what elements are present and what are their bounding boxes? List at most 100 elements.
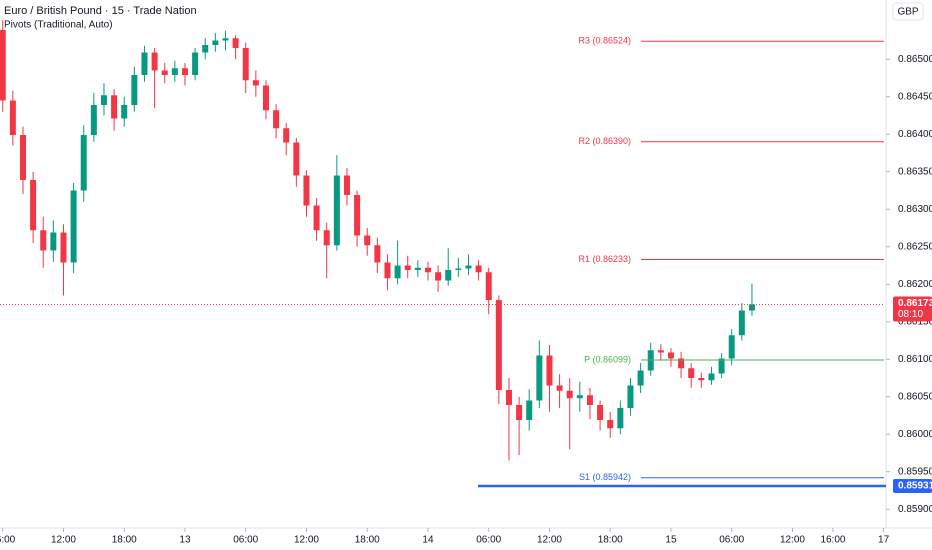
- candle-body: [192, 52, 199, 75]
- candle-body: [374, 245, 381, 263]
- candle-body: [556, 385, 563, 391]
- candle-body: [262, 85, 269, 111]
- x-tick-label: 06:00: [719, 535, 744, 546]
- candle-body: [202, 45, 209, 53]
- candle-body: [718, 358, 725, 374]
- y-tick-label: 0.86100: [898, 354, 932, 365]
- candle-body: [141, 52, 148, 75]
- indicator-label: Pivots (Traditional, Auto): [4, 20, 113, 31]
- candle-body: [536, 355, 543, 401]
- candle-body: [222, 38, 229, 41]
- pivot-label: R3 (0.86524): [578, 36, 631, 46]
- y-tick-label: 0.86350: [898, 166, 932, 177]
- y-tick-label: 0.85950: [898, 466, 932, 477]
- candle-body: [212, 40, 219, 45]
- x-tick-label: 06:00: [0, 535, 16, 546]
- candle-body: [313, 205, 320, 231]
- candle-body: [597, 405, 604, 420]
- pivot-label: R1 (0.86233): [578, 254, 631, 264]
- x-tick-label: 06:00: [233, 535, 258, 546]
- candle-body: [738, 310, 745, 336]
- x-tick-label: 06:00: [476, 535, 501, 546]
- candle-body: [708, 373, 715, 381]
- currency-label: GBP: [897, 7, 918, 18]
- x-tick-label: 12:00: [780, 535, 805, 546]
- pivot-label: P (0.86099): [584, 354, 631, 364]
- candle-body: [455, 268, 462, 270]
- candle-body: [333, 175, 340, 246]
- x-tick-label: 18:00: [112, 535, 137, 546]
- candle-body: [9, 100, 16, 135]
- candle-body: [70, 190, 77, 263]
- x-tick-label: 18:00: [598, 535, 623, 546]
- candle-body: [171, 68, 178, 75]
- y-tick-label: 0.86050: [898, 391, 932, 402]
- candle-body: [475, 265, 482, 273]
- x-tick-label: 17: [878, 535, 890, 546]
- candle-body: [627, 385, 634, 408]
- candle-body: [637, 370, 644, 386]
- candle-body: [698, 378, 705, 381]
- candle-body: [516, 405, 523, 420]
- candle-body: [505, 390, 512, 405]
- candle-body: [283, 128, 290, 143]
- y-tick-label: 0.86250: [898, 241, 932, 252]
- candle-body: [19, 135, 26, 180]
- y-tick-label: 0.86400: [898, 129, 932, 140]
- candle-body: [60, 232, 67, 263]
- candle-body: [546, 355, 553, 386]
- candle-body: [131, 75, 138, 105]
- candle-body: [90, 105, 97, 135]
- last-price-label: 0.86173: [898, 298, 932, 309]
- candle-body: [343, 175, 350, 195]
- candle-body: [728, 335, 735, 359]
- candle-body: [607, 420, 614, 429]
- candle-body: [404, 265, 411, 270]
- y-tick-label: 0.85900: [898, 504, 932, 515]
- y-tick-label: 0.86500: [898, 54, 932, 65]
- candle-body: [80, 135, 87, 191]
- candle-body: [414, 267, 421, 270]
- candle-body: [50, 232, 57, 251]
- y-tick-label: 0.86450: [898, 91, 932, 102]
- candle-body: [394, 265, 401, 279]
- candle-body: [445, 270, 452, 281]
- candle-body: [485, 272, 492, 300]
- candle-body: [161, 70, 168, 75]
- candle-body: [121, 105, 128, 119]
- candle-body: [748, 304, 755, 311]
- candle-body: [242, 48, 249, 81]
- candle-body: [273, 110, 280, 129]
- candle-body: [495, 300, 502, 390]
- candle-body: [252, 80, 259, 86]
- candle-body: [678, 358, 685, 369]
- candle-body: [435, 272, 442, 281]
- candle-body: [151, 52, 158, 71]
- y-tick-label: 0.86000: [898, 429, 932, 440]
- pivot-label: R2 (0.86390): [578, 136, 631, 146]
- x-tick-label: 12:00: [51, 535, 76, 546]
- marked-level-label: 0.85931: [898, 481, 932, 492]
- currency-button[interactable]: [892, 2, 924, 21]
- candle-body: [424, 267, 431, 273]
- candle-body: [323, 230, 330, 246]
- candle-body: [100, 95, 107, 105]
- x-tick-label: 18:00: [355, 535, 380, 546]
- y-tick-label: 0.86150: [898, 316, 932, 327]
- candle-body: [576, 395, 583, 399]
- x-tick-label: 13: [179, 535, 191, 546]
- candle-body: [586, 395, 593, 405]
- candle-body: [384, 262, 391, 279]
- candle-body: [526, 400, 533, 420]
- last-price-box: [893, 296, 932, 322]
- marked-level-box: [893, 479, 932, 493]
- candle-body: [566, 390, 573, 399]
- candle-body: [0, 30, 6, 101]
- x-tick-label: 12:00: [537, 535, 562, 546]
- candle-body: [181, 68, 188, 75]
- candle-body: [465, 265, 472, 269]
- x-tick-label: 16:00: [820, 535, 845, 546]
- candle-body: [30, 180, 37, 231]
